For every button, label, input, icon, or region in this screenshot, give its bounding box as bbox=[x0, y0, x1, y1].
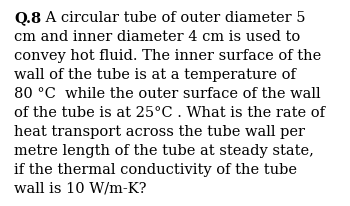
Text: if the thermal conductivity of the tube: if the thermal conductivity of the tube bbox=[14, 162, 297, 176]
Text: wall of the tube is at a temperature of: wall of the tube is at a temperature of bbox=[14, 68, 296, 82]
Text: Q.8: Q.8 bbox=[14, 11, 41, 25]
Text: wall is 10 W/m-K?: wall is 10 W/m-K? bbox=[14, 181, 147, 195]
Text: convey hot fluid. The inner surface of the: convey hot fluid. The inner surface of t… bbox=[14, 49, 321, 63]
Text: heat transport across the tube wall per: heat transport across the tube wall per bbox=[14, 124, 305, 138]
Text: 80 °C  while the outer surface of the wall: 80 °C while the outer surface of the wal… bbox=[14, 87, 321, 101]
Text: of the tube is at 25°C . What is the rate of: of the tube is at 25°C . What is the rat… bbox=[14, 105, 325, 119]
Text: cm and inner diameter 4 cm is used to: cm and inner diameter 4 cm is used to bbox=[14, 30, 300, 44]
Text: metre length of the tube at steady state,: metre length of the tube at steady state… bbox=[14, 143, 314, 157]
Text: A circular tube of outer diameter 5: A circular tube of outer diameter 5 bbox=[41, 11, 306, 25]
